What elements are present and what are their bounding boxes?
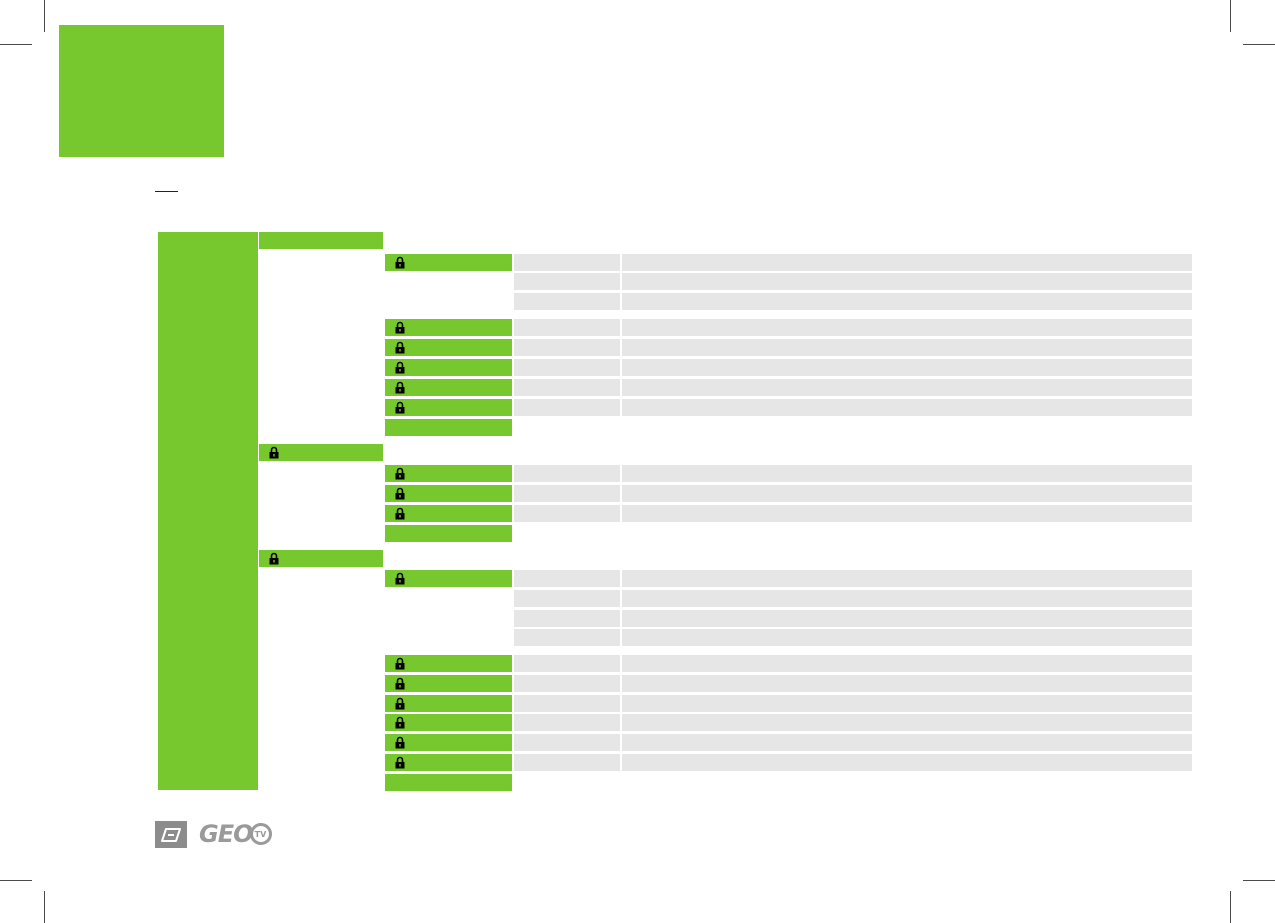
padlock-icon bbox=[395, 361, 405, 374]
padlock-icon bbox=[395, 677, 405, 690]
menu-item-bar[interactable] bbox=[385, 319, 512, 336]
menu-item-bar[interactable] bbox=[385, 655, 512, 672]
padlock-icon bbox=[395, 507, 405, 520]
padlock-icon bbox=[395, 736, 405, 749]
crop-mark-top-right-h bbox=[1243, 44, 1275, 45]
padlock-icon bbox=[395, 697, 405, 710]
setting-description-cell bbox=[622, 505, 1192, 522]
brand-device-icon bbox=[161, 827, 181, 842]
setting-description-cell bbox=[622, 465, 1192, 482]
setting-value-cell bbox=[514, 734, 620, 751]
geo-logo-word: GEO bbox=[199, 820, 253, 848]
menu-item-bar[interactable] bbox=[385, 485, 512, 502]
setting-description-cell bbox=[622, 319, 1192, 336]
setting-description-cell bbox=[622, 399, 1192, 416]
setting-description-cell bbox=[622, 254, 1192, 271]
menu-item-bar[interactable] bbox=[385, 505, 512, 522]
setting-value-cell bbox=[514, 629, 620, 646]
chapter-tab bbox=[59, 25, 224, 157]
menu-item-bar[interactable] bbox=[385, 254, 512, 271]
crop-mark-top-left-v bbox=[44, 0, 45, 32]
menu-item-bar[interactable] bbox=[385, 695, 512, 712]
setting-value-cell bbox=[514, 695, 620, 712]
setting-description-cell bbox=[622, 754, 1192, 771]
padlock-icon bbox=[395, 467, 405, 480]
menu-item-bar[interactable] bbox=[385, 465, 512, 482]
menu-back-bar[interactable] bbox=[385, 525, 512, 542]
menu-category-bar[interactable] bbox=[259, 550, 383, 567]
padlock-icon bbox=[269, 552, 279, 565]
padlock-icon bbox=[395, 756, 405, 769]
setting-value-cell bbox=[514, 465, 620, 482]
padlock-icon bbox=[395, 572, 405, 585]
heading-underline bbox=[155, 191, 178, 192]
menu-item-bar[interactable] bbox=[385, 754, 512, 771]
setting-value-cell bbox=[514, 399, 620, 416]
padlock-icon bbox=[395, 716, 405, 729]
padlock-icon bbox=[395, 321, 405, 334]
padlock-icon bbox=[395, 401, 405, 414]
menu-item-bar[interactable] bbox=[385, 734, 512, 751]
setting-value-cell bbox=[514, 319, 620, 336]
setting-description-cell bbox=[622, 655, 1192, 672]
menu-category-bar[interactable] bbox=[259, 232, 383, 249]
crop-mark-bottom-right-v bbox=[1230, 891, 1231, 923]
crop-mark-bottom-left-v bbox=[44, 891, 45, 923]
setting-description-cell bbox=[622, 629, 1192, 646]
setting-description-cell bbox=[622, 714, 1192, 731]
setting-description-cell bbox=[622, 570, 1192, 587]
menu-item-bar[interactable] bbox=[385, 359, 512, 376]
menu-back-bar[interactable] bbox=[385, 419, 512, 436]
menu-back-bar[interactable] bbox=[385, 774, 512, 791]
setting-description-cell bbox=[622, 734, 1192, 751]
padlock-icon bbox=[395, 657, 405, 670]
setting-value-cell bbox=[514, 610, 620, 627]
setting-value-cell bbox=[514, 339, 620, 356]
setting-value-cell bbox=[514, 273, 620, 290]
setting-description-cell bbox=[622, 379, 1192, 396]
brand-device-logo bbox=[155, 821, 187, 848]
menu-root-block bbox=[158, 232, 258, 790]
setting-value-cell bbox=[514, 754, 620, 771]
setting-value-cell bbox=[514, 655, 620, 672]
setting-description-cell bbox=[622, 675, 1192, 692]
setting-description-cell bbox=[622, 359, 1192, 376]
setting-description-cell bbox=[622, 695, 1192, 712]
crop-mark-top-right-v bbox=[1230, 0, 1231, 32]
crop-mark-bottom-left-h bbox=[0, 880, 32, 881]
menu-item-bar[interactable] bbox=[385, 399, 512, 416]
menu-item-bar[interactable] bbox=[385, 379, 512, 396]
setting-description-cell bbox=[622, 339, 1192, 356]
setting-value-cell bbox=[514, 590, 620, 607]
menu-item-bar[interactable] bbox=[385, 339, 512, 356]
padlock-icon bbox=[395, 381, 405, 394]
setting-value-cell bbox=[514, 714, 620, 731]
setting-description-cell bbox=[622, 610, 1192, 627]
setting-value-cell bbox=[514, 379, 620, 396]
geo-logo-badge: TV bbox=[249, 823, 272, 845]
setting-value-cell bbox=[514, 293, 620, 310]
padlock-icon bbox=[395, 256, 405, 269]
padlock-icon bbox=[395, 487, 405, 500]
setting-value-cell bbox=[514, 254, 620, 271]
crop-mark-bottom-right-h bbox=[1243, 880, 1275, 881]
geo-tv-logo: GEO TV bbox=[199, 818, 272, 850]
setting-value-cell bbox=[514, 505, 620, 522]
crop-mark-top-left-h bbox=[0, 44, 32, 45]
setting-value-cell bbox=[514, 675, 620, 692]
setting-description-cell bbox=[622, 293, 1192, 310]
setting-description-cell bbox=[622, 485, 1192, 502]
setting-value-cell bbox=[514, 485, 620, 502]
setting-description-cell bbox=[622, 273, 1192, 290]
setting-description-cell bbox=[622, 590, 1192, 607]
menu-item-bar[interactable] bbox=[385, 570, 512, 587]
menu-item-bar[interactable] bbox=[385, 714, 512, 731]
padlock-icon bbox=[395, 341, 405, 354]
setting-value-cell bbox=[514, 570, 620, 587]
menu-category-bar[interactable] bbox=[259, 444, 383, 461]
padlock-icon bbox=[269, 446, 279, 459]
menu-item-bar[interactable] bbox=[385, 675, 512, 692]
setting-value-cell bbox=[514, 359, 620, 376]
